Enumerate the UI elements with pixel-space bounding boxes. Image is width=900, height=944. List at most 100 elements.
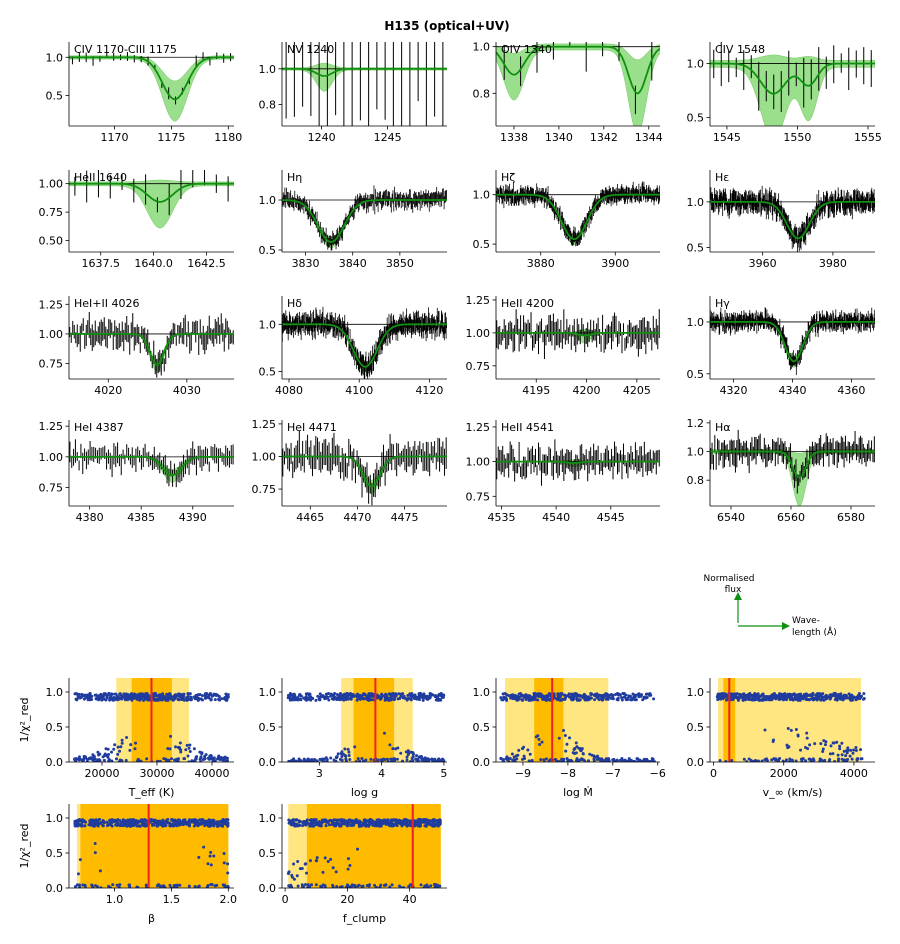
fit-point bbox=[514, 698, 518, 702]
x-tick-label: 4385 bbox=[127, 511, 155, 524]
panel-plot-area bbox=[69, 439, 234, 488]
fit-point bbox=[315, 759, 319, 762]
fit-point bbox=[779, 694, 783, 698]
x-tick-label: −7 bbox=[605, 767, 621, 780]
fit-point bbox=[107, 759, 111, 762]
fit-point bbox=[807, 693, 811, 697]
fit-point bbox=[526, 748, 530, 752]
fit-point bbox=[157, 883, 161, 887]
panel-label: Hγ bbox=[715, 297, 730, 310]
x-tick-label: 1240 bbox=[308, 131, 336, 144]
fit-point bbox=[391, 747, 395, 751]
fit-point bbox=[197, 855, 201, 859]
fit-point bbox=[138, 824, 142, 828]
fit-point bbox=[512, 696, 516, 700]
fit-point bbox=[91, 753, 95, 757]
fit-point bbox=[195, 819, 199, 823]
fit-point bbox=[772, 696, 776, 700]
fit-point bbox=[434, 694, 438, 698]
fit-point bbox=[222, 861, 226, 865]
fit-point bbox=[569, 758, 573, 762]
fit-point bbox=[98, 869, 102, 873]
fit-point bbox=[641, 698, 645, 702]
fit-point bbox=[213, 759, 217, 762]
y-tick-label: 0.75 bbox=[39, 482, 64, 495]
x-tick-label: 1637.5 bbox=[81, 257, 120, 270]
panel-plot-area bbox=[496, 309, 660, 360]
fit-point bbox=[206, 862, 210, 866]
fit-point bbox=[524, 697, 528, 701]
x-tick-label: 20000 bbox=[85, 767, 120, 780]
fit-point bbox=[306, 696, 310, 700]
fit-point bbox=[85, 757, 89, 761]
fit-point bbox=[140, 695, 144, 699]
spectrum-panel: 3830 3840 3850 0.5 1.0 Hη bbox=[259, 170, 447, 270]
x-tick-label: 6540 bbox=[717, 511, 745, 524]
fit-point bbox=[83, 824, 87, 828]
fit-point bbox=[784, 698, 788, 702]
panel-plot-area bbox=[282, 306, 447, 379]
fit-point bbox=[99, 886, 103, 888]
fit-point bbox=[125, 735, 129, 739]
fit-point bbox=[92, 823, 96, 827]
fit-point bbox=[857, 695, 861, 699]
fit-point bbox=[186, 691, 190, 695]
fit-point bbox=[319, 695, 323, 699]
fit-point bbox=[327, 698, 331, 702]
fit-point bbox=[832, 741, 836, 745]
fit-point bbox=[178, 693, 182, 697]
fit-point bbox=[805, 731, 809, 735]
fit-point bbox=[100, 698, 104, 702]
x-tick-label: 3880 bbox=[527, 257, 555, 270]
fit-point bbox=[557, 736, 561, 740]
fit-point bbox=[539, 758, 543, 762]
fit-point bbox=[842, 749, 846, 753]
fit-point bbox=[644, 760, 648, 762]
fit-point bbox=[360, 757, 364, 761]
fit-point bbox=[855, 697, 859, 701]
fit-point bbox=[626, 759, 630, 762]
fit-point bbox=[633, 759, 637, 762]
fit-point bbox=[169, 757, 173, 761]
fit-point bbox=[353, 745, 357, 749]
fit-point bbox=[788, 696, 792, 700]
fit-point bbox=[108, 822, 112, 826]
fit-point bbox=[749, 758, 753, 762]
fit-point bbox=[153, 820, 157, 824]
fit-point bbox=[843, 758, 847, 762]
fit-point bbox=[78, 696, 82, 700]
panel-label: Hε bbox=[715, 171, 729, 184]
fit-point bbox=[762, 697, 766, 701]
fit-point bbox=[516, 753, 520, 757]
fit-point bbox=[128, 697, 132, 701]
panel-label: HeII 1640 bbox=[74, 171, 127, 184]
fit-point bbox=[778, 757, 782, 761]
fit-point bbox=[75, 692, 79, 696]
fit-point bbox=[336, 752, 340, 756]
x-tick-label: 1344 bbox=[635, 131, 663, 144]
fit-point bbox=[808, 743, 812, 747]
fit-panel: 0 2000 4000 0.0 0.5 1.0 v_∞ (km/s) bbox=[687, 678, 875, 799]
fit-point bbox=[836, 759, 840, 762]
y-tick-label: 0.0 bbox=[46, 756, 64, 769]
fit-point bbox=[109, 697, 113, 701]
y-tick-label: 0.75 bbox=[466, 490, 491, 503]
fit-point bbox=[394, 694, 398, 698]
fit-point bbox=[534, 694, 538, 698]
fit-point bbox=[358, 759, 362, 762]
fit-point bbox=[83, 883, 87, 887]
fit-point bbox=[226, 871, 230, 875]
fit-point bbox=[415, 754, 419, 758]
fit-point bbox=[790, 758, 794, 762]
fit-point bbox=[299, 694, 303, 698]
fit-point bbox=[832, 691, 836, 695]
panel-plot-area bbox=[710, 307, 875, 376]
x-tick-label: 4390 bbox=[179, 511, 207, 524]
fit-point bbox=[611, 697, 615, 701]
fit-point bbox=[156, 759, 160, 762]
fit-point bbox=[82, 754, 86, 758]
fit-point bbox=[862, 692, 866, 696]
fit-point bbox=[385, 757, 389, 761]
fit-point bbox=[344, 757, 348, 761]
x-tick-label: 1170 bbox=[101, 131, 129, 144]
